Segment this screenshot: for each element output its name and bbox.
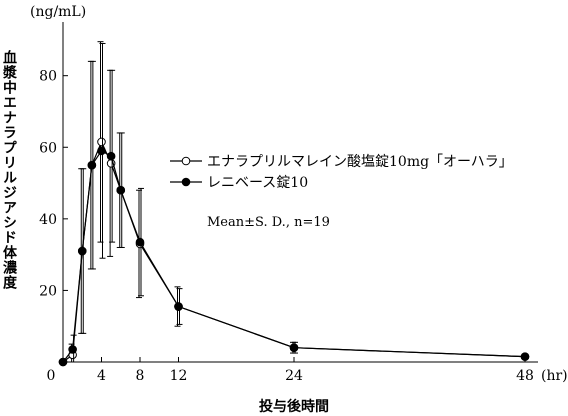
legend-marker-filled bbox=[181, 177, 191, 187]
series-0 bbox=[58, 41, 530, 367]
y-tick-label: 40 bbox=[39, 212, 57, 228]
x-ticks: 0 4 8 12 24 48 bbox=[47, 357, 534, 384]
y-tick-label: 20 bbox=[39, 283, 57, 299]
data-point-filled bbox=[97, 146, 106, 156]
x-tick-label: 8 bbox=[136, 368, 145, 384]
y-ticks: 20 40 60 80 bbox=[39, 69, 68, 299]
data-point-filled bbox=[135, 237, 145, 247]
legend-label: レニベース錠10 bbox=[207, 175, 308, 191]
x-tick-label: 12 bbox=[170, 368, 188, 384]
stats-annotation: Mean±S. D., n=19 bbox=[207, 215, 330, 230]
data-point-filled bbox=[116, 185, 126, 195]
x-tick-label: 4 bbox=[97, 368, 106, 384]
plot-area bbox=[58, 41, 530, 367]
y-axis-label: 血漿中エナラプリルジアシド体濃度 bbox=[1, 49, 18, 290]
data-point-filled bbox=[174, 302, 183, 311]
y-tick-label: 60 bbox=[39, 140, 57, 156]
y-unit-label: (ng/mL) bbox=[30, 4, 86, 20]
data-point-filled bbox=[289, 343, 299, 352]
x-axis-label: 投与後時間 bbox=[259, 398, 329, 415]
legend: エナラプリルマレイン酸塩錠10mg「オーハラ」レニベース錠10 bbox=[170, 154, 513, 191]
series-1 bbox=[58, 42, 530, 367]
legend-label: エナラプリルマレイン酸塩錠10mg「オーハラ」 bbox=[207, 154, 513, 170]
data-point-filled bbox=[87, 160, 97, 170]
data-point-filled bbox=[68, 345, 77, 354]
data-point-filled bbox=[58, 357, 68, 367]
data-point-open bbox=[97, 137, 106, 147]
data-point-filled bbox=[77, 246, 87, 256]
data-point-filled bbox=[520, 352, 530, 361]
legend-marker-open bbox=[181, 156, 191, 166]
data-point-filled bbox=[106, 151, 116, 161]
x-unit-label: (hr) bbox=[541, 368, 568, 384]
x-tick-label: 48 bbox=[516, 368, 534, 384]
x-tick-label: 0 bbox=[47, 368, 56, 384]
x-tick-label: 24 bbox=[285, 368, 303, 384]
y-tick-label: 80 bbox=[39, 69, 57, 85]
